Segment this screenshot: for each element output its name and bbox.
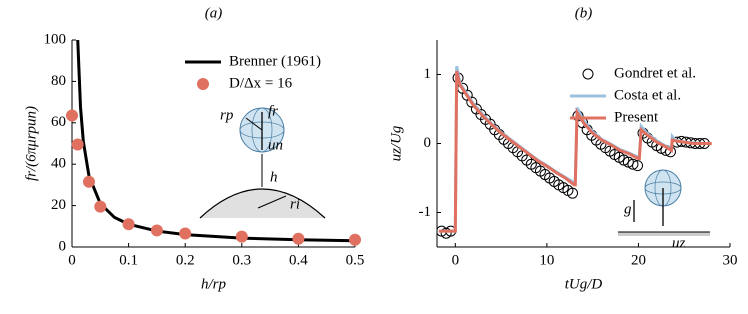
marker <box>71 138 84 151</box>
series-line <box>76 40 355 243</box>
legend-marker <box>197 78 209 90</box>
x-tick-label: 0.3 <box>232 252 251 268</box>
plot-area <box>76 40 355 243</box>
panel-label: (b) <box>575 5 593 21</box>
y-tick-label: 100 <box>44 31 67 47</box>
y-tick-label: 20 <box>51 197 66 213</box>
legend-marker <box>582 68 594 80</box>
x-tick-label: 0.5 <box>346 252 365 268</box>
x-tick-label: 0 <box>452 252 460 268</box>
schematic-a <box>199 107 326 219</box>
x-tick-label: 0.1 <box>119 252 138 268</box>
marker <box>632 160 644 172</box>
legend-label: Brenner (1961) <box>229 53 321 69</box>
x-tick-label: 0.4 <box>289 252 308 268</box>
y-tick-label: 60 <box>51 114 66 130</box>
legend-label: Gondret et al. <box>614 65 696 81</box>
x-tick-label: 10 <box>539 252 554 268</box>
x-tick-label: 30 <box>723 252 738 268</box>
legend-label: D/Δx = 16 <box>229 75 293 91</box>
marker <box>150 224 163 237</box>
marker <box>235 230 248 243</box>
marker <box>82 175 95 188</box>
schematic-b <box>618 169 710 236</box>
annotation: g <box>624 201 632 217</box>
annotation: uz <box>672 235 686 251</box>
y-tick-label: 0 <box>59 238 67 254</box>
marker <box>66 109 78 122</box>
y-tick-label: 1 <box>424 66 432 82</box>
annotation: un <box>268 137 283 153</box>
marker <box>122 218 135 231</box>
marker <box>94 200 107 213</box>
y-axis-label: fr/(6πμrpun) <box>23 106 39 181</box>
y-tick-label: 40 <box>51 156 66 172</box>
annotation: fr <box>268 103 278 119</box>
x-tick-label: 0 <box>68 252 76 268</box>
marker <box>349 233 361 246</box>
marker <box>567 187 579 199</box>
x-axis-label: tUg/D <box>565 276 603 292</box>
marker <box>627 158 639 170</box>
marker <box>292 232 305 245</box>
y-axis-label: uz/Ug <box>388 125 404 161</box>
annotation: h <box>270 169 278 185</box>
x-tick-label: 20 <box>631 252 646 268</box>
annotation: ri <box>290 196 300 212</box>
y-tick-label: -1 <box>419 204 432 220</box>
x-tick-label: 0.2 <box>176 252 195 268</box>
marker <box>179 227 192 240</box>
x-axis-label: h/rp <box>201 276 227 292</box>
annotation: rp <box>220 107 234 123</box>
y-tick-label: 0 <box>424 135 432 151</box>
y-tick-label: 80 <box>51 73 66 89</box>
legend-label: Present <box>614 109 659 125</box>
legend-label: Costa et al. <box>614 87 681 103</box>
panel-label: (a) <box>205 5 223 21</box>
